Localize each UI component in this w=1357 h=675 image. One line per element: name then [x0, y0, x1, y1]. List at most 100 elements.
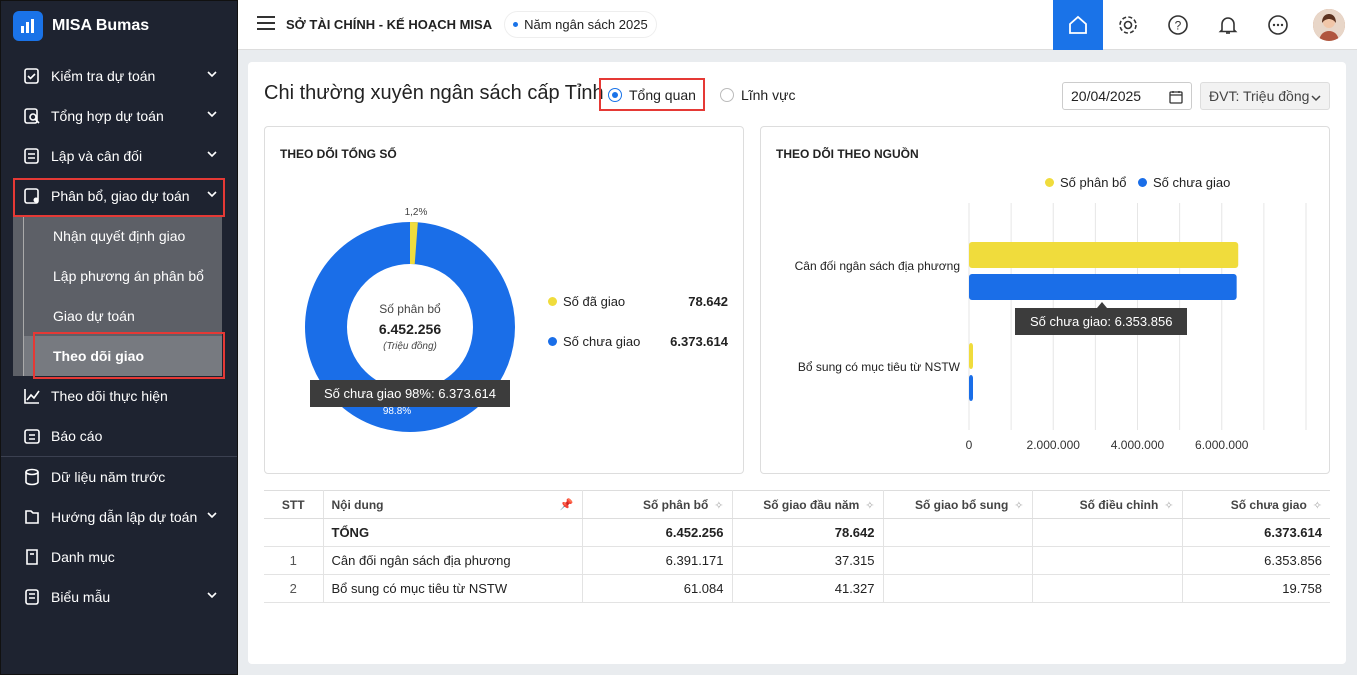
- sidebar-item-guide[interactable]: Hướng dẫn lập dự toán: [1, 497, 237, 537]
- center-unit: (Triệu đồng): [383, 340, 437, 352]
- date-picker[interactable]: 20/04/2025: [1062, 82, 1192, 110]
- bar-legend-undelivered[interactable]: Số chưa giao: [1138, 175, 1230, 190]
- sidebar-item-label: Biểu mẫu: [51, 589, 111, 605]
- bar[interactable]: [969, 242, 1239, 268]
- bar[interactable]: [969, 343, 973, 369]
- bar-tooltip: Số chưa giao: 6.353.856: [1015, 308, 1188, 335]
- col-adjustment[interactable]: Số điều chỉnh ✧: [1032, 490, 1183, 519]
- avatar[interactable]: [1313, 9, 1345, 41]
- sidebar-item-label: Giao dự toán: [53, 308, 135, 324]
- col-additional-label: Số giao bổ sung: [914, 497, 1009, 512]
- help-button[interactable]: ?: [1153, 0, 1203, 50]
- donut-slice-delivered[interactable]: [305, 222, 515, 432]
- more-icon: [1268, 15, 1288, 35]
- col-adjustment-label: Số điều chỉnh: [1079, 497, 1159, 512]
- col-content-label: Nội dung: [331, 497, 384, 512]
- sidebar-item-catalog[interactable]: Danh mục: [1, 537, 237, 577]
- sidebar-item-forms[interactable]: Biểu mẫu: [1, 577, 237, 617]
- sidebar-item-previous-year[interactable]: Dữ liệu năm trước: [1, 457, 237, 497]
- sidebar-item-label: Danh mục: [51, 549, 115, 565]
- budget-year-selector[interactable]: Năm ngân sách 2025: [504, 11, 657, 38]
- sidebar-item-label: Theo dõi thực hiện: [51, 388, 168, 404]
- sidebar-divider: [1, 456, 237, 457]
- check-doc-icon: [24, 68, 39, 84]
- app-logo[interactable]: MISA Bumas: [1, 1, 237, 51]
- sidebar-item-label: Nhận quyết định giao: [53, 228, 186, 244]
- category-label: Cân đối ngân sách địa phương: [795, 259, 960, 273]
- bar[interactable]: [969, 375, 973, 401]
- home-button[interactable]: [1053, 0, 1103, 50]
- cell-additional: [883, 546, 1033, 575]
- sidebar-item-check-budget[interactable]: Kiểm tra dự toán: [1, 56, 237, 96]
- unit-select[interactable]: ĐVT: Triệu đồng: [1200, 82, 1330, 110]
- chart-line-icon: [24, 389, 40, 404]
- data-table: STT Nội dung 📌 Số phân bổ ✧ Số giao đầu nă…: [264, 490, 1330, 603]
- sidebar-item-label: Tổng hợp dự toán: [51, 108, 164, 124]
- bar-legend-allocated[interactable]: Số phân bổ: [1045, 175, 1127, 190]
- col-allocated[interactable]: Số phân bổ ✧: [582, 490, 733, 519]
- sidebar-item-label: Lập phương án phân bổ: [53, 268, 204, 284]
- sidebar-item-balance[interactable]: Lập và cân đối: [1, 136, 237, 176]
- top-bar: SỞ TÀI CHÍNH - KẾ HOẠCH MISA Năm ngân sá…: [238, 0, 1357, 50]
- pin-icon[interactable]: ✧: [1164, 499, 1174, 512]
- table-row[interactable]: 2 Bổ sung có mục tiêu từ NSTW 61.084 41.…: [264, 574, 1330, 603]
- bar[interactable]: [969, 274, 1237, 300]
- col-stt[interactable]: STT: [264, 490, 324, 519]
- more-button[interactable]: [1253, 0, 1303, 50]
- slice-big-label: 98.8%: [383, 406, 411, 417]
- sidebar-item-label: Kiểm tra dự toán: [51, 68, 156, 84]
- chevron-down-icon: [207, 151, 217, 158]
- highlight-allocation: [13, 178, 225, 217]
- cell-content: Bổ sung có mục tiêu từ NSTW: [323, 574, 583, 603]
- catalog-icon: [26, 549, 38, 565]
- sidebar-subitem-track[interactable]: Theo dõi giao: [23, 336, 222, 376]
- cell-initial: 78.642: [732, 518, 884, 547]
- sidebar-item-report[interactable]: Báo cáo: [1, 416, 237, 456]
- sidebar-subitem-plan[interactable]: Lập phương án phân bổ: [23, 256, 222, 296]
- donut-tooltip: Số chưa giao 98%: 6.373.614: [310, 380, 510, 407]
- org-name: SỞ TÀI CHÍNH - KẾ HOẠCH MISA: [286, 17, 493, 32]
- table-row[interactable]: TỔNG 6.452.256 78.642 6.373.614: [264, 518, 1330, 547]
- pin-icon[interactable]: ✧: [714, 499, 724, 512]
- legend-undelivered[interactable]: Số chưa giao 6.373.614: [548, 334, 728, 349]
- settings-button[interactable]: [1103, 0, 1153, 50]
- pin-icon[interactable]: ✧: [1312, 499, 1322, 512]
- table-row[interactable]: 1 Cân đối ngân sách địa phương 6.391.171…: [264, 546, 1330, 575]
- x-tick-label: 2.000.000: [1027, 438, 1081, 452]
- cell-undelivered: 6.353.856: [1182, 546, 1330, 575]
- calculator-doc-icon: [24, 148, 39, 164]
- cell-additional: [883, 518, 1033, 547]
- radio-overview[interactable]: Tổng quan: [608, 87, 696, 103]
- search-doc-icon: [24, 108, 40, 124]
- cell-stt: [264, 518, 324, 547]
- radio-checked-icon: [608, 88, 622, 102]
- col-content[interactable]: Nội dung 📌: [323, 490, 583, 519]
- sidebar-item-allocation[interactable]: Phân bổ, giao dự toán: [1, 176, 237, 216]
- x-tick-label: 4.000.000: [1111, 438, 1165, 452]
- center-label: Số phân bổ: [379, 302, 441, 316]
- chevron-down-icon: [207, 592, 217, 599]
- center-value: 6.452.256: [379, 321, 441, 337]
- cell-allocated: 6.452.256: [582, 518, 733, 547]
- pin-icon[interactable]: 📌: [559, 498, 574, 511]
- legend-delivered[interactable]: Số đã giao 78.642: [548, 294, 728, 309]
- sidebar-submenu: Nhận quyết định giao Lập phương án phân …: [13, 216, 222, 376]
- highlight-track-assign: [33, 332, 225, 379]
- cell-undelivered: 19.758: [1182, 574, 1330, 603]
- col-undelivered[interactable]: Số chưa giao ✧: [1182, 490, 1330, 519]
- sidebar-item-summary[interactable]: Tổng hợp dự toán: [1, 96, 237, 136]
- col-additional[interactable]: Số giao bổ sung ✧: [883, 490, 1033, 519]
- pin-icon[interactable]: ✧: [1014, 499, 1024, 512]
- pin-icon[interactable]: ✧: [865, 499, 875, 512]
- sidebar-subitem-receive[interactable]: Nhận quyết định giao: [23, 216, 222, 256]
- radio-field[interactable]: Lĩnh vực: [719, 87, 795, 103]
- sidebar-item-track-execution[interactable]: Theo dõi thực hiện: [1, 376, 237, 416]
- chevron-down-icon: [1311, 95, 1321, 102]
- notification-button[interactable]: [1203, 0, 1253, 50]
- donut-chart: 1,2% 98.8% Số phân bổ 6.452.256 (Triệu đ…: [305, 207, 515, 432]
- cell-adjustment: [1032, 546, 1183, 575]
- sidebar-subitem-assign[interactable]: Giao dự toán: [23, 296, 222, 336]
- col-initial[interactable]: Số giao đầu năm ✧: [732, 490, 884, 519]
- menu-icon[interactable]: [256, 15, 276, 34]
- sidebar-item-label: Lập và cân đối: [51, 148, 143, 164]
